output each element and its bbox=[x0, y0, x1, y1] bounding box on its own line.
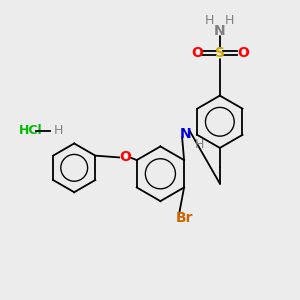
Text: Br: Br bbox=[176, 212, 193, 225]
Text: H: H bbox=[225, 14, 234, 27]
Text: H: H bbox=[205, 14, 214, 27]
Text: O: O bbox=[119, 150, 131, 164]
Text: HCl: HCl bbox=[19, 124, 43, 137]
Text: O: O bbox=[191, 46, 203, 60]
Text: O: O bbox=[237, 46, 249, 60]
Text: H: H bbox=[53, 124, 63, 137]
Text: S: S bbox=[215, 46, 225, 60]
Text: N: N bbox=[180, 127, 191, 141]
Text: H: H bbox=[194, 138, 204, 151]
Text: N: N bbox=[214, 24, 226, 38]
